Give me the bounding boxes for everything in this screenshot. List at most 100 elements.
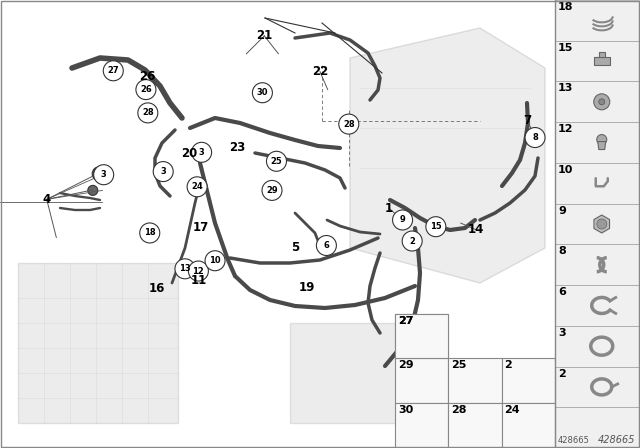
Text: 17: 17 (192, 221, 209, 234)
Bar (395, 314, 448, 358)
Bar (395, 314, 448, 358)
Bar (502, 358, 555, 403)
Circle shape (339, 114, 359, 134)
Circle shape (153, 162, 173, 181)
Text: 18: 18 (558, 2, 573, 12)
Text: 6: 6 (558, 287, 566, 297)
Text: 27: 27 (398, 315, 413, 326)
Text: 11: 11 (190, 274, 207, 287)
Text: 10: 10 (558, 165, 573, 175)
Text: 28: 28 (343, 120, 355, 129)
Bar (555, 244, 640, 285)
Bar (448, 403, 502, 448)
Polygon shape (594, 215, 609, 233)
Text: 4: 4 (43, 193, 51, 206)
Text: 3: 3 (101, 170, 106, 179)
Circle shape (596, 219, 607, 229)
Text: 28: 28 (142, 108, 154, 117)
Bar (395, 403, 448, 448)
Bar (555, 0, 640, 41)
Text: 25: 25 (271, 157, 282, 166)
Text: 30: 30 (398, 405, 413, 415)
Bar (555, 0, 640, 448)
Circle shape (402, 231, 422, 251)
Circle shape (426, 217, 446, 237)
Text: 26: 26 (140, 85, 152, 94)
Text: 22: 22 (312, 65, 328, 78)
Text: 6: 6 (323, 241, 330, 250)
Text: 16: 16 (148, 282, 165, 296)
Text: 15: 15 (430, 222, 442, 231)
Bar (502, 403, 555, 448)
Circle shape (596, 134, 607, 145)
Text: 14: 14 (468, 223, 484, 237)
Text: 428665: 428665 (598, 435, 635, 445)
Text: 3: 3 (199, 148, 204, 157)
Circle shape (252, 83, 273, 103)
Circle shape (138, 103, 158, 123)
Circle shape (266, 151, 287, 171)
Text: 20: 20 (180, 146, 197, 160)
Text: 3: 3 (558, 328, 566, 338)
Text: 8: 8 (532, 133, 538, 142)
Bar (555, 204, 640, 244)
Text: 428665: 428665 (558, 436, 590, 445)
Bar (555, 82, 640, 122)
Text: 24: 24 (191, 182, 203, 191)
Text: 21: 21 (256, 29, 273, 43)
Text: 3: 3 (161, 167, 166, 176)
Circle shape (599, 99, 605, 105)
Text: 25: 25 (451, 360, 467, 370)
Text: 30: 30 (257, 88, 268, 97)
Polygon shape (350, 28, 545, 283)
Circle shape (525, 128, 545, 147)
Text: 8: 8 (558, 246, 566, 256)
Circle shape (140, 223, 160, 243)
Bar (448, 358, 502, 403)
Bar (290, 323, 410, 423)
Text: 15: 15 (558, 43, 573, 53)
Bar (555, 285, 640, 326)
Text: 18: 18 (144, 228, 156, 237)
Circle shape (136, 80, 156, 99)
Circle shape (316, 236, 337, 255)
Bar (555, 407, 640, 448)
Bar (555, 366, 640, 407)
Circle shape (103, 61, 124, 81)
Bar (555, 122, 640, 163)
Text: 12: 12 (558, 124, 573, 134)
Bar (599, 52, 605, 57)
Text: 24: 24 (504, 405, 520, 415)
Text: 19: 19 (299, 281, 316, 294)
Circle shape (175, 259, 195, 279)
Polygon shape (598, 142, 605, 150)
Text: 12: 12 (193, 267, 204, 276)
Text: 2: 2 (558, 369, 566, 379)
Bar (555, 163, 640, 204)
Text: 10: 10 (209, 256, 221, 265)
Circle shape (187, 177, 207, 197)
Bar (594, 57, 610, 65)
Circle shape (191, 142, 212, 162)
Text: 9: 9 (558, 206, 566, 215)
Circle shape (205, 251, 225, 271)
Text: 1: 1 (385, 202, 393, 215)
Circle shape (262, 181, 282, 200)
Text: 2: 2 (504, 360, 512, 370)
Circle shape (88, 185, 98, 195)
Text: 23: 23 (228, 141, 245, 155)
Text: 29: 29 (398, 360, 413, 370)
Text: 13: 13 (558, 83, 573, 94)
Text: 28: 28 (451, 405, 467, 415)
Text: 27: 27 (398, 315, 413, 326)
Circle shape (188, 261, 209, 281)
Circle shape (594, 94, 610, 110)
Text: 26: 26 (139, 69, 156, 83)
Text: 5: 5 (292, 241, 300, 254)
Text: 29: 29 (266, 186, 278, 195)
Bar (18, 263, 178, 423)
Text: 9: 9 (400, 215, 405, 224)
Bar (395, 358, 448, 403)
Text: 13: 13 (179, 264, 191, 273)
Bar (555, 326, 640, 366)
